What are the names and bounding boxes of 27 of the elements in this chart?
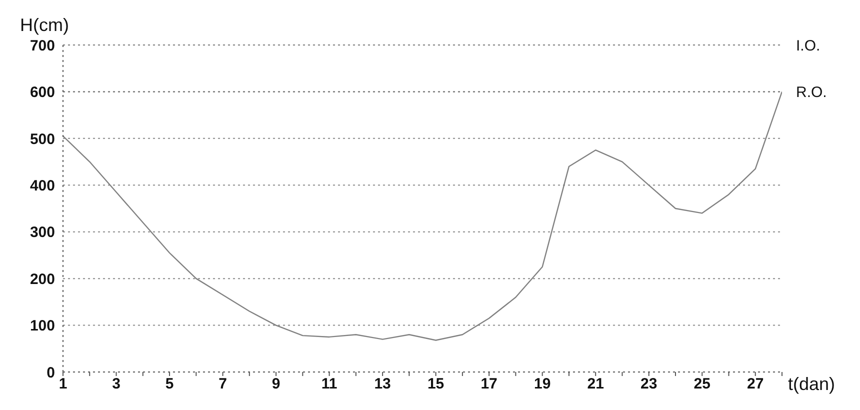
y-tick-label: 600: [30, 84, 55, 102]
y-tick-label: 300: [30, 224, 55, 242]
ref-line-label: R.O.: [796, 84, 827, 102]
x-tick-label: 7: [218, 376, 227, 393]
x-axis-title: t(dan): [788, 374, 836, 394]
x-tick-label: 13: [374, 376, 391, 393]
x-tick-label: 17: [480, 376, 498, 393]
x-tick-label: 1: [58, 376, 68, 393]
ref-line-label: I.O.: [796, 37, 820, 54]
x-tick-label: 27: [747, 376, 764, 393]
y-axis-title: H(cm): [20, 15, 69, 35]
y-tick-label: 0: [46, 364, 55, 382]
y-tick-label: 500: [30, 130, 55, 148]
x-tick-label: 25: [694, 376, 710, 393]
y-tick-label: 400: [30, 177, 55, 194]
x-tick-label: 11: [321, 376, 338, 393]
y-tick-label: 200: [30, 270, 55, 288]
x-tick-label: 3: [112, 376, 120, 393]
x-tick-label: 21: [587, 376, 604, 393]
x-tick-label: 9: [272, 376, 280, 393]
y-tick-label: 100: [30, 318, 55, 335]
x-tick-label: 19: [534, 376, 551, 393]
y-tick-label: 700: [30, 37, 55, 54]
x-tick-label: 15: [427, 376, 444, 393]
line-series: [63, 91, 782, 341]
x-tick-label: 23: [640, 376, 658, 393]
x-tick-label: 5: [165, 376, 174, 393]
